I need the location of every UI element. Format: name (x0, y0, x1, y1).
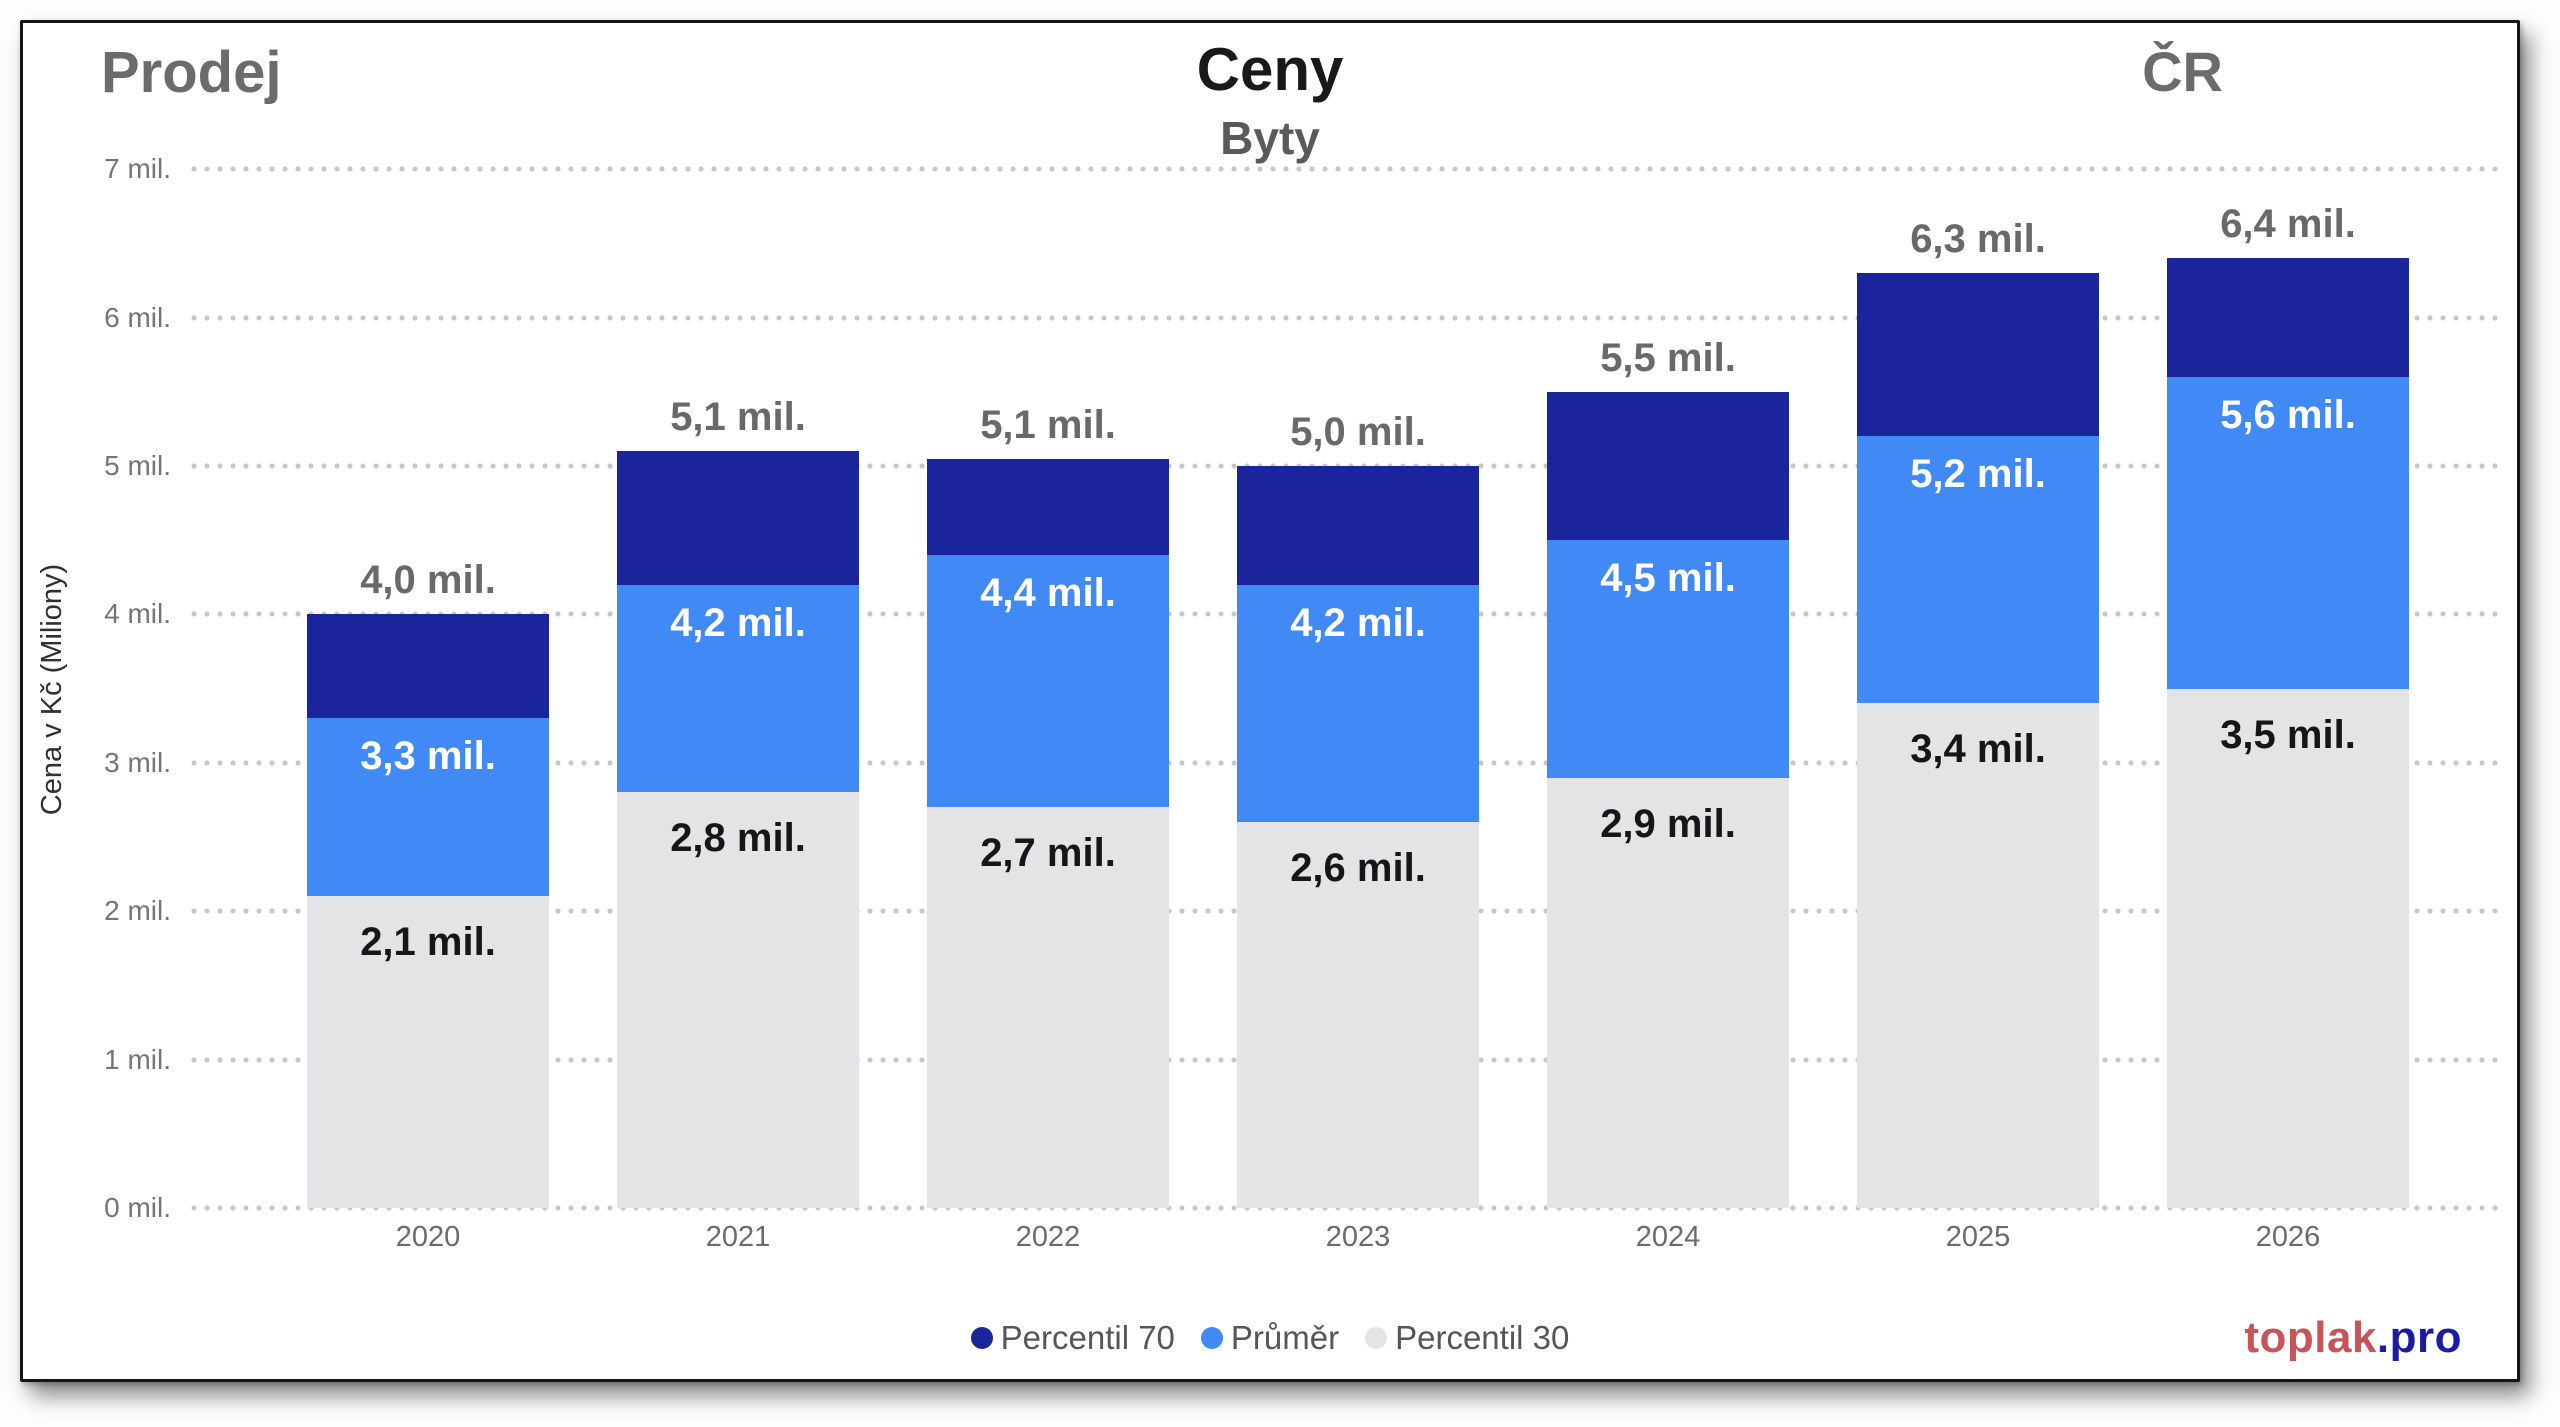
label-total-2021: 5,1 mil. (670, 395, 806, 440)
y-tick-label: 6 mil. (104, 301, 171, 333)
label-percentil30-2024: 2,9 mil. (1600, 801, 1736, 846)
legend-label: Průměr (1230, 1319, 1340, 1356)
chart-subtitle: Byty (1220, 112, 1320, 164)
bar-2024[interactable]: 5,5 mil. 4,5 mil. 2,9 mil. (1547, 336, 1789, 1208)
segment-percentil30-2024[interactable] (1547, 777, 1789, 1208)
legend: Percentil 70 Průměr Percentil 30 (23, 1315, 2517, 1361)
bar-2020[interactable]: 4,0 mil. 3,3 mil. 2,1 mil. (307, 558, 549, 1208)
segment-prumer-2020[interactable] (307, 718, 549, 897)
gridline-6mil (191, 314, 2501, 321)
segment-percentil30-2022[interactable] (927, 807, 1169, 1208)
legend-label: Percentil 70 (1000, 1319, 1175, 1356)
brand-logo-secondary: .pro (2376, 1313, 2462, 1362)
bar-2021[interactable]: 5,1 mil. 4,2 mil. 2,8 mil. (617, 395, 859, 1208)
gridline-0mil (191, 1205, 2501, 1211)
segment-prumer-2025[interactable] (1857, 436, 2099, 704)
y-tick-label: 3 mil. (104, 746, 171, 778)
x-tick-label-2024: 2024 (1635, 1221, 1701, 1253)
x-tick-label-2023: 2023 (1325, 1221, 1391, 1253)
label-total-2024: 5,5 mil. (1600, 335, 1736, 380)
region-label: ČR (2142, 40, 2223, 103)
label-total-2022: 5,1 mil. (980, 402, 1116, 447)
label-average-2025: 5,2 mil. (1910, 452, 2046, 497)
y-tick-label: 7 mil. (104, 153, 171, 185)
plot-area: 0 mil. 1 mil. 2 mil. 3 mil. 4 mil. 5 mil. 6 mi… (23, 23, 2517, 1379)
segment-percentil70-2022[interactable] (927, 458, 1169, 556)
segment-percentil70-2021[interactable] (617, 451, 859, 585)
x-tick-label-2021: 2021 (705, 1221, 771, 1253)
legend-dot-icon (1200, 1327, 1223, 1349)
label-average-2020: 3,3 mil. (360, 734, 496, 779)
brand-logo-primary: toplak (2244, 1313, 2377, 1362)
label-total-2020: 4,0 mil. (360, 558, 496, 603)
segment-prumer-2024[interactable] (1547, 540, 1789, 778)
y-tick-label: 4 mil. (104, 598, 171, 630)
legend-item-percentil-30[interactable]: Percentil 30 (1365, 1319, 1569, 1357)
label-total-2026: 6,4 mil. (2220, 202, 2356, 247)
chart-title: Ceny (1196, 36, 1344, 103)
segment-prumer-2023[interactable] (1237, 584, 1479, 823)
segment-prumer-2021[interactable] (617, 584, 859, 793)
segment-percentil70-2026[interactable] (2167, 258, 2409, 377)
segment-prumer-2022[interactable] (927, 555, 1169, 808)
label-percentil30-2021: 2,8 mil. (670, 816, 806, 861)
y-tick-label: 1 mil. (104, 1043, 171, 1075)
chart-card: Prodej Ceny Byty ČR Cena v Kč (Miliony) … (20, 20, 2520, 1382)
segment-percentil70-2023[interactable] (1237, 466, 1479, 585)
label-average-2024: 4,5 mil. (1600, 556, 1736, 601)
label-average-2022: 4,4 mil. (980, 571, 1116, 616)
bar-2026[interactable]: 6,4 mil. 5,6 mil. 3,5 mil. (2167, 202, 2409, 1208)
context-label: Prodej (101, 40, 282, 105)
y-tick-label: 5 mil. (104, 450, 171, 481)
legend-item-percentil-70[interactable]: Percentil 70 (970, 1319, 1175, 1357)
x-tick-label-2025: 2025 (1945, 1221, 2011, 1253)
segment-percentil30-2021[interactable] (617, 792, 859, 1208)
legend-dot-icon (970, 1327, 993, 1349)
brand-logo[interactable]: toplak.pro (2244, 1313, 2462, 1363)
label-percentil30-2026: 3,5 mil. (2220, 712, 2356, 757)
x-tick-label-2022: 2022 (1015, 1221, 1081, 1253)
legend-dot-icon (1365, 1327, 1388, 1349)
y-tick-label: 2 mil. (104, 895, 171, 927)
bar-2023[interactable]: 5,0 mil. 4,2 mil. 2,6 mil. (1237, 410, 1479, 1208)
label-percentil30-2023: 2,6 mil. (1290, 846, 1426, 891)
segment-percentil30-2026[interactable] (2167, 688, 2409, 1208)
segment-percentil70-2020[interactable] (307, 614, 549, 719)
label-average-2021: 4,2 mil. (670, 600, 806, 645)
bar-2022[interactable]: 5,1 mil. 4,4 mil. 2,7 mil. (927, 403, 1169, 1208)
segment-percentil30-2023[interactable] (1237, 822, 1479, 1208)
y-tick-label: 0 mil. (104, 1192, 171, 1223)
label-percentil30-2022: 2,7 mil. (980, 831, 1116, 876)
label-percentil30-2020: 2,1 mil. (360, 920, 496, 965)
segment-percentil30-2020[interactable] (307, 896, 549, 1208)
legend-label: Percentil 30 (1395, 1319, 1570, 1356)
segment-percentil70-2024[interactable] (1547, 391, 1789, 541)
legend-item-průměr[interactable]: Průměr (1200, 1319, 1340, 1357)
gridline-7mil (191, 166, 2501, 173)
segment-percentil30-2025[interactable] (1857, 703, 2099, 1208)
segment-percentil70-2025[interactable] (1857, 273, 2099, 437)
label-percentil30-2025: 3,4 mil. (1910, 727, 2046, 772)
bar-2025[interactable]: 6,3 mil. 5,2 mil. 3,4 mil. (1857, 217, 2099, 1208)
x-tick-label-2026: 2026 (2255, 1221, 2321, 1253)
x-tick-label-2020: 2020 (395, 1221, 461, 1253)
label-average-2023: 4,2 mil. (1290, 600, 1426, 645)
label-total-2025: 6,3 mil. (1910, 217, 2046, 262)
label-average-2026: 5,6 mil. (2220, 392, 2356, 437)
segment-prumer-2026[interactable] (2167, 376, 2409, 689)
label-total-2023: 5,0 mil. (1290, 410, 1426, 454)
